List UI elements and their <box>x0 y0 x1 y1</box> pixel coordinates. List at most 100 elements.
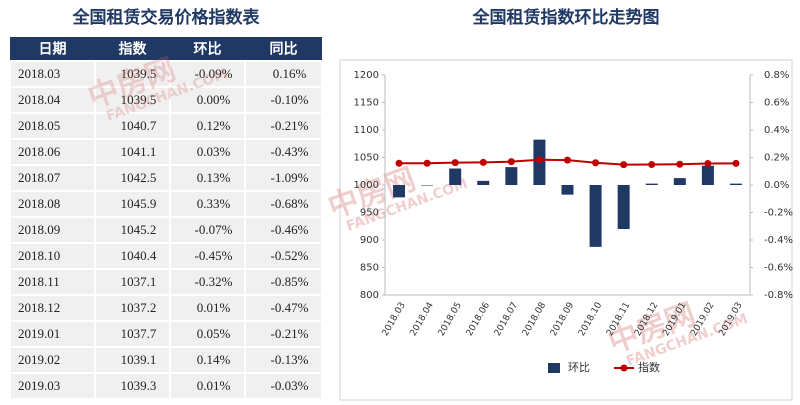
table-cell-bg <box>11 270 94 294</box>
table-cell-bg <box>96 88 169 112</box>
table-cell: 1040.7 <box>121 118 157 133</box>
bar <box>561 185 574 195</box>
table-cell: 1037.7 <box>121 326 157 341</box>
table-cell-bg <box>96 374 169 398</box>
y2-tick-label: 0.0% <box>764 180 789 191</box>
legend-label: 环比 <box>568 361 590 374</box>
table-cell: 0.03% <box>197 144 231 159</box>
table-cell-bg <box>171 114 244 138</box>
table-cell: 2018.12 <box>18 300 60 315</box>
bar <box>729 183 742 185</box>
table-cell: -0.45% <box>195 248 233 263</box>
table-cell-bg <box>11 322 94 346</box>
y-tick-label: 1050 <box>354 153 379 164</box>
table-cell-bg <box>96 244 169 268</box>
table-cell-bg <box>246 140 321 164</box>
table-cell: 1039.1 <box>121 352 157 367</box>
line-marker <box>535 156 543 164</box>
table-cell: 0.01% <box>197 378 231 393</box>
table-cell: -1.09% <box>271 170 309 185</box>
y-tick-label: 950 <box>360 208 379 219</box>
table-cell: 2018.07 <box>18 170 61 185</box>
chart-title: 全国租赁指数环比走势图 <box>472 7 660 28</box>
table-cell: 1045.2 <box>121 222 157 237</box>
table-cell: 1040.4 <box>121 248 157 263</box>
x-tick-label: 2018.09 <box>549 301 576 338</box>
table-cell-bg <box>11 192 94 216</box>
y-tick-label: 1150 <box>354 98 379 109</box>
table-cell-bg <box>246 192 321 216</box>
table-cell: 0.12% <box>197 118 231 133</box>
table-cell: 2019.01 <box>18 326 60 341</box>
bar <box>701 165 714 185</box>
line-marker <box>704 159 712 167</box>
table-cell-bg <box>171 348 244 372</box>
table-cell: 2018.09 <box>18 222 60 237</box>
table-cell-bg <box>171 270 244 294</box>
y2-tick-label: 0.4% <box>764 125 789 136</box>
table-cell-bg <box>246 348 321 372</box>
y2-tick-label: -0.4% <box>764 235 793 246</box>
bar <box>645 183 658 185</box>
line-marker <box>592 159 600 167</box>
table-header-cell: 同比 <box>270 41 298 58</box>
table-cell: 1037.2 <box>121 300 157 315</box>
table-cell: -0.21% <box>271 326 309 341</box>
table-cell-bg <box>171 296 244 320</box>
table-cell: -0.07% <box>195 222 233 237</box>
y-tick-label: 900 <box>360 235 379 246</box>
y2-tick-label: -0.2% <box>764 208 793 219</box>
line-marker <box>620 161 628 169</box>
table-cell: -0.46% <box>271 222 309 237</box>
table-cell-bg <box>96 348 169 372</box>
table-cell: 0.16% <box>273 66 307 81</box>
table-cell: 2018.10 <box>18 248 60 263</box>
line-marker <box>479 158 487 166</box>
table-cell-bg <box>11 166 94 190</box>
table-cell-bg <box>246 218 321 242</box>
table-cell: 2018.04 <box>18 92 61 107</box>
table-cell-bg <box>11 218 94 242</box>
table-cell-bg <box>96 296 169 320</box>
table-cell: 1039.3 <box>121 378 157 393</box>
x-tick-label: 2018.06 <box>465 301 492 338</box>
bar <box>421 185 434 186</box>
table-cell-bg <box>11 114 94 138</box>
line-marker <box>395 159 403 167</box>
table-cell-bg <box>11 62 94 86</box>
table-cell: -0.43% <box>271 144 309 159</box>
table-cell-bg <box>246 62 321 86</box>
table-cell: 0.01% <box>197 300 231 315</box>
table-cell: 1039.5 <box>121 92 157 107</box>
x-tick-label: 2018.03 <box>381 301 408 338</box>
table-cell-bg <box>246 270 321 294</box>
table-cell-bg <box>96 166 169 190</box>
bar <box>617 185 630 229</box>
table-cell: -0.13% <box>271 352 309 367</box>
table-cell: 1041.1 <box>121 144 157 159</box>
table-cell: 1037.1 <box>121 274 157 289</box>
table-cell-bg <box>11 348 94 372</box>
line-marker <box>564 156 571 164</box>
table-cell-bg <box>96 140 169 164</box>
table-cell-bg <box>171 244 244 268</box>
table-cell-bg <box>171 192 244 216</box>
table-cell: 1042.5 <box>121 170 157 185</box>
bar <box>589 185 602 247</box>
table-cell: -0.21% <box>271 118 309 133</box>
table-cell: 0.13% <box>197 170 231 185</box>
table-cell-bg <box>171 140 244 164</box>
table-cell: -0.68% <box>271 196 309 211</box>
line-marker <box>676 160 684 168</box>
chart-frame <box>339 59 793 401</box>
table-cell-bg <box>96 218 169 242</box>
line-marker <box>451 159 459 167</box>
table-cell-bg <box>96 62 169 86</box>
line-marker <box>423 159 431 167</box>
bar <box>449 168 462 185</box>
x-tick-label: 2018.07 <box>493 301 520 338</box>
y2-tick-label: 0.8% <box>764 70 789 81</box>
table-cell-bg <box>171 322 244 346</box>
table-cell-bg <box>11 244 94 268</box>
